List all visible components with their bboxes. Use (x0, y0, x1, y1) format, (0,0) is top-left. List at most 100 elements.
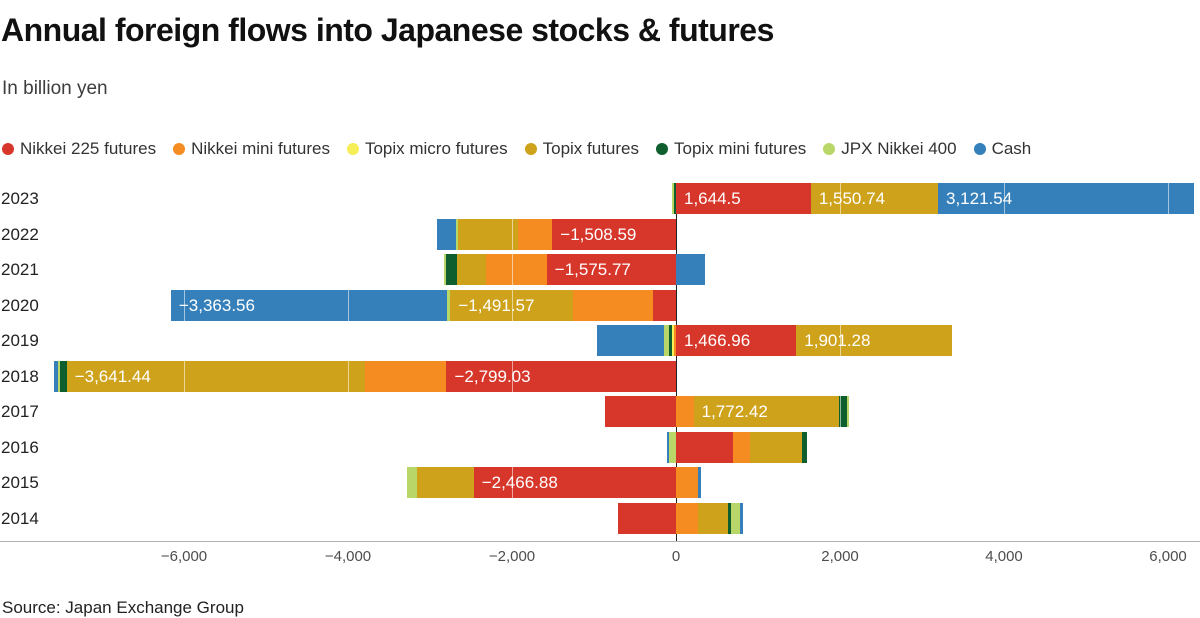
bar-segment-2017-nikkei225 (604, 396, 676, 427)
bar-segment-2017-jpx (846, 396, 849, 427)
bar-value-label: 1,466.96 (684, 331, 751, 350)
bar-segment-2018-topix_mini (59, 361, 67, 392)
x-tick-label-2000: 2,000 (821, 548, 859, 565)
legend-dot-mini (173, 143, 186, 155)
legend-label: Nikkei 225 futures (20, 139, 157, 158)
legend-label: Topix micro futures (364, 139, 508, 158)
legend-item-topix_mini: Topix mini futures (656, 139, 806, 159)
year-label-2023: 2023 (1, 189, 39, 208)
legend-label: Topix futures (542, 139, 640, 158)
bar-value-label: 1,550.74 (818, 189, 886, 208)
bar-segment-2020-cash: −3,363.56 (170, 290, 447, 321)
bar-segment-2017-topix_mini (838, 396, 847, 427)
source-note: Source: Japan Exchange Group (2, 598, 244, 617)
bar-segment-2020-mini (572, 290, 653, 321)
bar-segment-2018-cash (54, 361, 58, 392)
gridline-6000 (1168, 183, 1169, 540)
bar-segment-2023-jpx (671, 183, 674, 214)
x-tick-label-0: 0 (671, 548, 681, 565)
bar-segment-2017-mini (676, 396, 694, 427)
bar-segment-2022-mini (518, 219, 553, 250)
bar-segment-2014-mini (676, 503, 698, 534)
bar-segment-2014-nikkei225 (617, 503, 676, 534)
bar-segment-2022-topix (458, 219, 519, 250)
bar-segment-2015-nikkei225: −2,466.88 (473, 467, 676, 498)
year-label-2021: 2021 (1, 260, 39, 279)
bar-segment-2020-topix: −1,491.57 (450, 290, 573, 321)
bar-segment-2015-jpx (407, 467, 418, 498)
year-label-2020: 2020 (1, 296, 39, 315)
x-tick-label--4000: −4,000 (324, 548, 372, 565)
bar-segment-2019-mini (673, 325, 676, 356)
legend-dot-cash (973, 143, 986, 155)
bar-value-label: −2,466.88 (481, 473, 558, 492)
x-tick-label--2000: −2,000 (488, 548, 536, 565)
legend-label: JPX Nikkei 400 (841, 139, 957, 158)
bar-segment-2017-topix: 1,772.42 (693, 396, 839, 427)
bar-segment-2023-nikkei225: 1,644.5 (676, 183, 811, 214)
bar-segment-2019-micro (671, 325, 674, 356)
bar-segment-2014-topix_mini (727, 503, 732, 534)
bar-segment-2018-nikkei225: −2,799.03 (446, 361, 676, 392)
bar-value-label: 3,121.54 (946, 189, 1013, 208)
bar-value-label: −3,641.44 (74, 367, 151, 386)
legend-dot-topix_mini (656, 143, 669, 155)
legend-item-topix: Topix futures (524, 139, 640, 159)
gridline--2000 (512, 183, 513, 540)
x-tick-label--6000: −6,000 (160, 548, 208, 565)
bar-segment-2022-nikkei225: −1,508.59 (552, 219, 676, 250)
zero-axis-line (676, 183, 677, 541)
bar-segment-2016-nikkei225 (676, 432, 734, 463)
bar-segment-2018-jpx (57, 361, 60, 392)
bar-segment-2021-cash (676, 254, 705, 285)
bar-segment-2019-topix: 1,901.28 (796, 325, 953, 356)
gridline--6000 (184, 183, 185, 540)
gridline--4000 (348, 183, 349, 540)
bar-value-label: −1,491.57 (458, 296, 535, 315)
year-label-2016: 2016 (1, 438, 39, 457)
legend-item-cash: Cash (973, 139, 1032, 159)
bar-segment-2016-topix_mini (801, 432, 807, 463)
legend-label: Nikkei mini futures (191, 139, 330, 158)
bar-segment-2019-nikkei225: 1,466.96 (676, 325, 797, 356)
bar-value-label: 1,772.42 (701, 402, 768, 421)
bar-segment-2018-mini (365, 361, 447, 392)
legend-dot-nikkei225 (2, 143, 14, 155)
bar-segment-2019-topix_mini (668, 325, 672, 356)
bar-segment-2021-topix_mini (445, 254, 457, 285)
bar-segment-2020-jpx (446, 290, 451, 321)
year-label-2014: 2014 (1, 509, 39, 528)
legend-dot-jpx (823, 143, 836, 155)
legend-label: Cash (991, 139, 1032, 158)
legend-label: Topix mini futures (674, 139, 807, 158)
year-label-2017: 2017 (1, 402, 39, 421)
bar-segment-2015-mini (676, 467, 699, 498)
year-label-2018: 2018 (1, 367, 39, 386)
bar-segment-2016-cash (666, 432, 670, 463)
bar-segment-2019-cash (596, 325, 665, 356)
year-label-2019: 2019 (1, 331, 39, 350)
legend-item-jpx: JPX Nikkei 400 (823, 139, 957, 159)
gridline-4000 (1004, 183, 1005, 540)
bar-value-label: −2,799.03 (454, 367, 531, 386)
legend-item-nikkei225: Nikkei 225 futures (2, 139, 156, 159)
bar-segment-2023-topix: 1,550.74 (810, 183, 938, 214)
bar-value-label: 1,901.28 (804, 331, 871, 350)
x-tick-label-4000: 4,000 (985, 548, 1023, 565)
bar-segment-2022-jpx (456, 219, 459, 250)
bar-segment-2014-topix (697, 503, 728, 534)
bar-value-label: −1,508.59 (560, 225, 637, 244)
bar-segment-2023-topix_mini (673, 183, 676, 214)
bar-segment-2021-jpx (443, 254, 446, 285)
bar-segment-2019-jpx (664, 325, 669, 356)
year-label-2015: 2015 (1, 473, 39, 492)
bar-segment-2023-cash: 3,121.54 (938, 183, 1194, 214)
bar-segment-2016-topix (750, 432, 802, 463)
legend-dot-topix (524, 143, 537, 155)
bar-segment-2014-cash (739, 503, 743, 534)
bar-value-label: 1,644.5 (684, 189, 741, 208)
gridline-2000 (840, 183, 841, 540)
bar-value-label: −1,575.77 (554, 260, 631, 279)
